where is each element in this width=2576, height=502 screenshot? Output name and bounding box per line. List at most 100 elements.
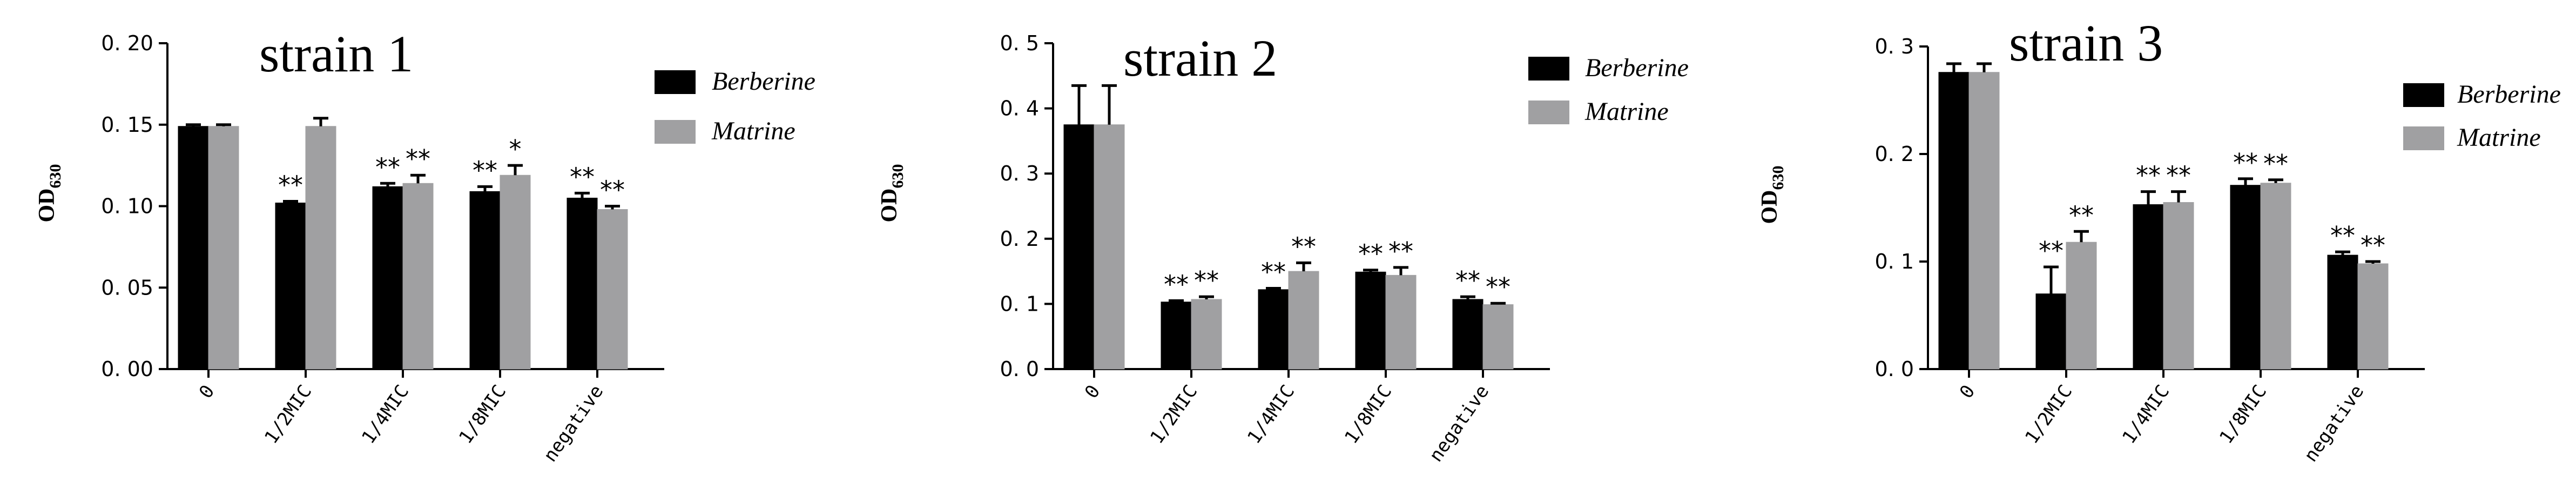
legend-swatch-matrine (1528, 101, 1569, 124)
significance-mark: ** (1194, 266, 1219, 295)
x-tick-label: 0 (1955, 381, 1980, 403)
significance-mark: ** (2361, 231, 2385, 260)
bar-berberine (469, 191, 501, 370)
bar-matrine (1288, 271, 1319, 370)
bar-berberine (1258, 289, 1289, 370)
chart-panel-2: strain 2 OD630 0. 0 0. 1 0. 2 0. 3 0. 4 0. 5 0 1/… (877, 29, 1689, 466)
significance-mark: ** (2233, 148, 2258, 177)
legend-label-berberine: Berberine (1585, 53, 1689, 82)
significance-mark: ** (2136, 161, 2161, 190)
bar-berberine (2133, 204, 2164, 370)
bar-berberine (275, 202, 306, 370)
bar-matrine (1482, 304, 1514, 370)
y-axis-label: OD630 (1757, 166, 1787, 224)
significance-mark: ** (473, 156, 497, 185)
bar-berberine (2327, 255, 2358, 370)
significance-mark: ** (570, 162, 595, 191)
y-tick-label: 0. 5 (1000, 31, 1039, 55)
legend-label-matrine: Matrine (2457, 123, 2541, 152)
x-tick-label: 1/8MIC (455, 381, 510, 448)
significance-mark: ** (2069, 200, 2094, 230)
x-tick-label: 1/2MIC (1146, 381, 1202, 448)
bar-matrine (500, 175, 531, 370)
bar-matrine (1385, 275, 1417, 370)
significance-mark: ** (406, 144, 430, 173)
y-tick-label: 0. 05 (101, 276, 153, 299)
legend-label-berberine: Berberine (2457, 80, 2561, 109)
x-tick-label: 1/2MIC (2021, 381, 2076, 448)
x-tick-label: 0 (1081, 381, 1105, 403)
y-tick-label: 0. 0 (1874, 357, 1914, 381)
legend-swatch-berberine (655, 70, 696, 94)
significance-mark: ** (2039, 236, 2064, 265)
legend-label-matrine: Matrine (711, 117, 795, 145)
x-tick-label: 1/2MIC (260, 381, 316, 448)
chart-panel-1: strain 1 OD630 0. 00 0. 05 0. 10 0. 15 0. 20 0 1… (35, 25, 815, 466)
y-tick-label: 0. 1 (1000, 292, 1039, 316)
significance-mark: ** (1388, 237, 1413, 266)
significance-mark: ** (1486, 272, 1510, 302)
y-tick-label: 0. 3 (1000, 162, 1039, 185)
chart-title: strain 1 (259, 25, 413, 83)
y-axis-label: OD630 (877, 164, 907, 223)
bar-matrine (1094, 124, 1125, 370)
bar-matrine (2163, 202, 2194, 370)
x-tick-label: negative (2300, 381, 2369, 466)
x-tick-label: 1/4MIC (2118, 381, 2174, 448)
x-tick-label: 1/4MIC (358, 381, 413, 448)
y-tick-label: 0. 2 (1874, 142, 1914, 166)
y-tick-label: 0. 4 (1000, 97, 1039, 121)
chart-title: strain 2 (1123, 29, 1277, 87)
bar-berberine (1355, 271, 1386, 370)
significance-mark: ** (2166, 161, 2191, 190)
legend-swatch-matrine (2403, 126, 2444, 150)
significance-mark: ** (2330, 221, 2355, 250)
bar-berberine (178, 126, 209, 370)
significance-mark: ** (1291, 232, 1316, 261)
bar-matrine (2066, 242, 2097, 370)
bar-berberine (2035, 293, 2067, 370)
y-axis-label: OD630 (35, 164, 64, 223)
x-tick-label: 1/8MIC (2215, 381, 2271, 448)
bar-berberine (2230, 185, 2261, 370)
y-tick-label: 0. 00 (101, 357, 153, 381)
y-tick-label: 0. 3 (1874, 35, 1914, 58)
significance-mark: ** (1358, 239, 1383, 269)
significance-mark: ** (375, 152, 400, 182)
bar-matrine (1968, 72, 2000, 370)
bar-berberine (1161, 302, 1192, 370)
y-tick-label: 0. 15 (101, 113, 153, 137)
bar-berberine (567, 197, 598, 370)
significance-mark: ** (278, 170, 303, 199)
bar-matrine (2260, 183, 2291, 370)
chart-title: strain 3 (2009, 14, 2163, 72)
bar-matrine (208, 126, 239, 370)
legend-swatch-matrine (655, 120, 696, 144)
bar-berberine (1063, 124, 1095, 370)
x-tick-label: negative (1425, 381, 1494, 466)
significance-mark: ** (2263, 149, 2288, 178)
x-tick-label: 1/4MIC (1243, 381, 1299, 448)
bar-berberine (1452, 299, 1483, 370)
y-tick-label: 0. 0 (1000, 357, 1039, 381)
legend-swatch-berberine (1528, 57, 1569, 81)
legend-label-matrine: Matrine (1584, 97, 1669, 126)
y-tick-label: 0. 20 (101, 31, 153, 55)
bar-berberine (372, 186, 403, 370)
legend-label-berberine: Berberine (712, 67, 815, 96)
y-tick-label: 0. 10 (101, 195, 153, 218)
significance-mark: ** (600, 176, 625, 205)
y-tick-label: 0. 1 (1874, 250, 1914, 273)
significance-mark: * (509, 135, 522, 164)
significance-mark: ** (1164, 270, 1189, 299)
x-tick-label: 1/8MIC (1340, 381, 1396, 448)
x-tick-label: negative (540, 381, 608, 466)
bar-matrine (402, 183, 434, 370)
bar-matrine (597, 209, 628, 370)
bar-matrine (1191, 299, 1222, 370)
significance-mark: ** (1455, 266, 1480, 295)
bar-matrine (305, 126, 336, 370)
bar-berberine (1938, 72, 1970, 370)
